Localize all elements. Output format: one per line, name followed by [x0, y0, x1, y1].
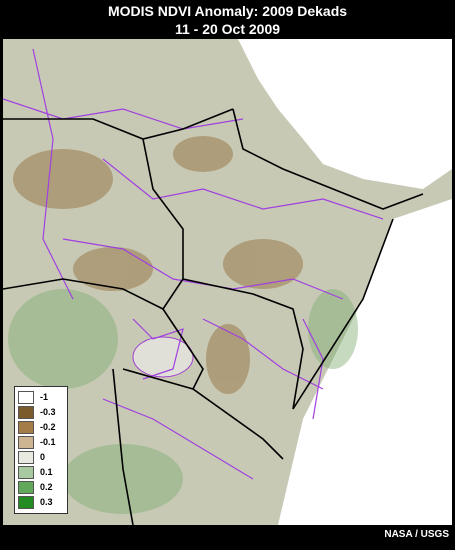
lake-victoria [132, 336, 194, 378]
indian-ocean [278, 199, 452, 525]
legend-label: -0.1 [40, 437, 56, 447]
title: MODIS NDVI Anomaly: 2009 Dekads [107, 3, 348, 19]
legend-swatch [18, 451, 34, 464]
credit: NASA / USGS [384, 529, 449, 540]
legend-label: 0.3 [40, 497, 53, 507]
legend-swatch [18, 481, 34, 494]
legend-label: 0.2 [40, 482, 53, 492]
legend-label: -1 [40, 392, 49, 402]
legend-label: 0.1 [40, 467, 53, 477]
red-sea [238, 39, 452, 189]
legend-label: 0 [40, 452, 46, 462]
country-borders [3, 108, 424, 525]
dry-patches [13, 136, 303, 394]
legend-swatch [18, 406, 34, 419]
legend-label: -0.2 [40, 422, 56, 432]
legend-swatch [18, 466, 34, 479]
subtitle: 11 - 20 Oct 2009 [174, 21, 281, 37]
legend-label: -0.3 [40, 407, 56, 417]
legend-swatch [18, 436, 34, 449]
legend: -1 -0.3 -0.2 -0.1 0 0.1 0.2 0.3 [14, 386, 68, 514]
green-patches [8, 289, 358, 514]
map [3, 39, 452, 525]
legend-swatch [18, 496, 34, 509]
legend-swatch [18, 421, 34, 434]
legend-swatch [18, 391, 34, 404]
admin-borders [3, 48, 384, 480]
